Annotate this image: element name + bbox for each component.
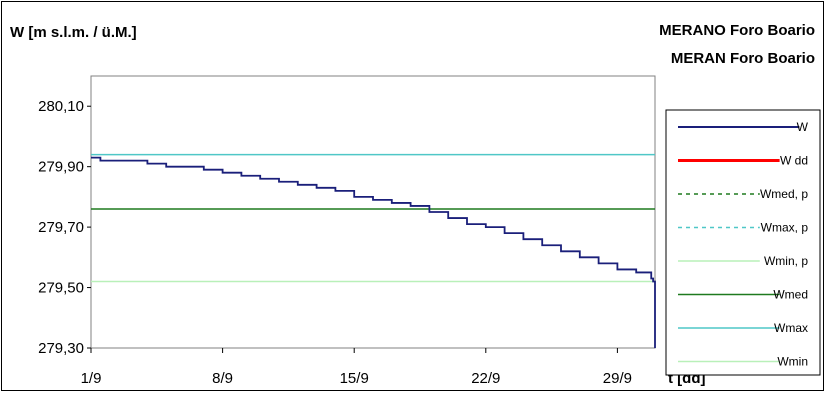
y-axis-label: W [m s.l.m. / ü.M.]	[10, 24, 137, 41]
y-tick-label: 279,50	[38, 280, 84, 297]
legend-item: Wmin	[678, 355, 808, 369]
legend-label: Wmed	[773, 288, 808, 302]
legend-label: Wmin	[777, 355, 808, 369]
legend-label: Wmin, p	[764, 254, 808, 268]
y-tick-label: 280,10	[38, 98, 84, 115]
legend-label: Wmax, p	[761, 221, 809, 235]
legend-label: W dd	[780, 154, 808, 168]
chart-subtitle: MERAN Foro Boario	[670, 50, 815, 67]
legend-box	[665, 109, 821, 376]
x-tick-label: 29/9	[603, 370, 632, 387]
x-tick-label: 1/9	[81, 370, 102, 387]
axis-layer: 279,30 279,50 279,70 279,90 280,10 1/9 8/9 15/9…	[38, 98, 632, 387]
legend-item: W dd	[678, 154, 808, 168]
legend-label: Wmax	[774, 321, 808, 335]
x-tick-label: 15/9	[340, 370, 369, 387]
series-layer	[91, 153, 656, 348]
legend-item: W	[678, 120, 809, 134]
y-tick-label: 279,70	[38, 219, 84, 236]
y-tick-label: 279,90	[38, 159, 84, 176]
series-line-w	[91, 156, 656, 348]
legend-item: Wmax	[678, 321, 808, 335]
y-tick-label: 279,30	[38, 340, 84, 357]
legend-label: W	[797, 120, 809, 134]
x-tick-label: 8/9	[212, 370, 233, 387]
legend-item: Wmed, p	[678, 187, 808, 201]
legend-item: Wmed	[678, 288, 808, 302]
legend: W W dd Wmed, p Wmax, p Wmin, p Wmed Wmax Wmin	[678, 120, 809, 369]
x-tick-label: 22/9	[471, 370, 500, 387]
legend-item: Wmin, p	[678, 254, 808, 268]
chart-title: MERANO Foro Boario	[659, 22, 815, 39]
legend-item: Wmax, p	[678, 221, 808, 235]
plot-area	[90, 75, 656, 349]
legend-label: Wmed, p	[760, 187, 808, 201]
